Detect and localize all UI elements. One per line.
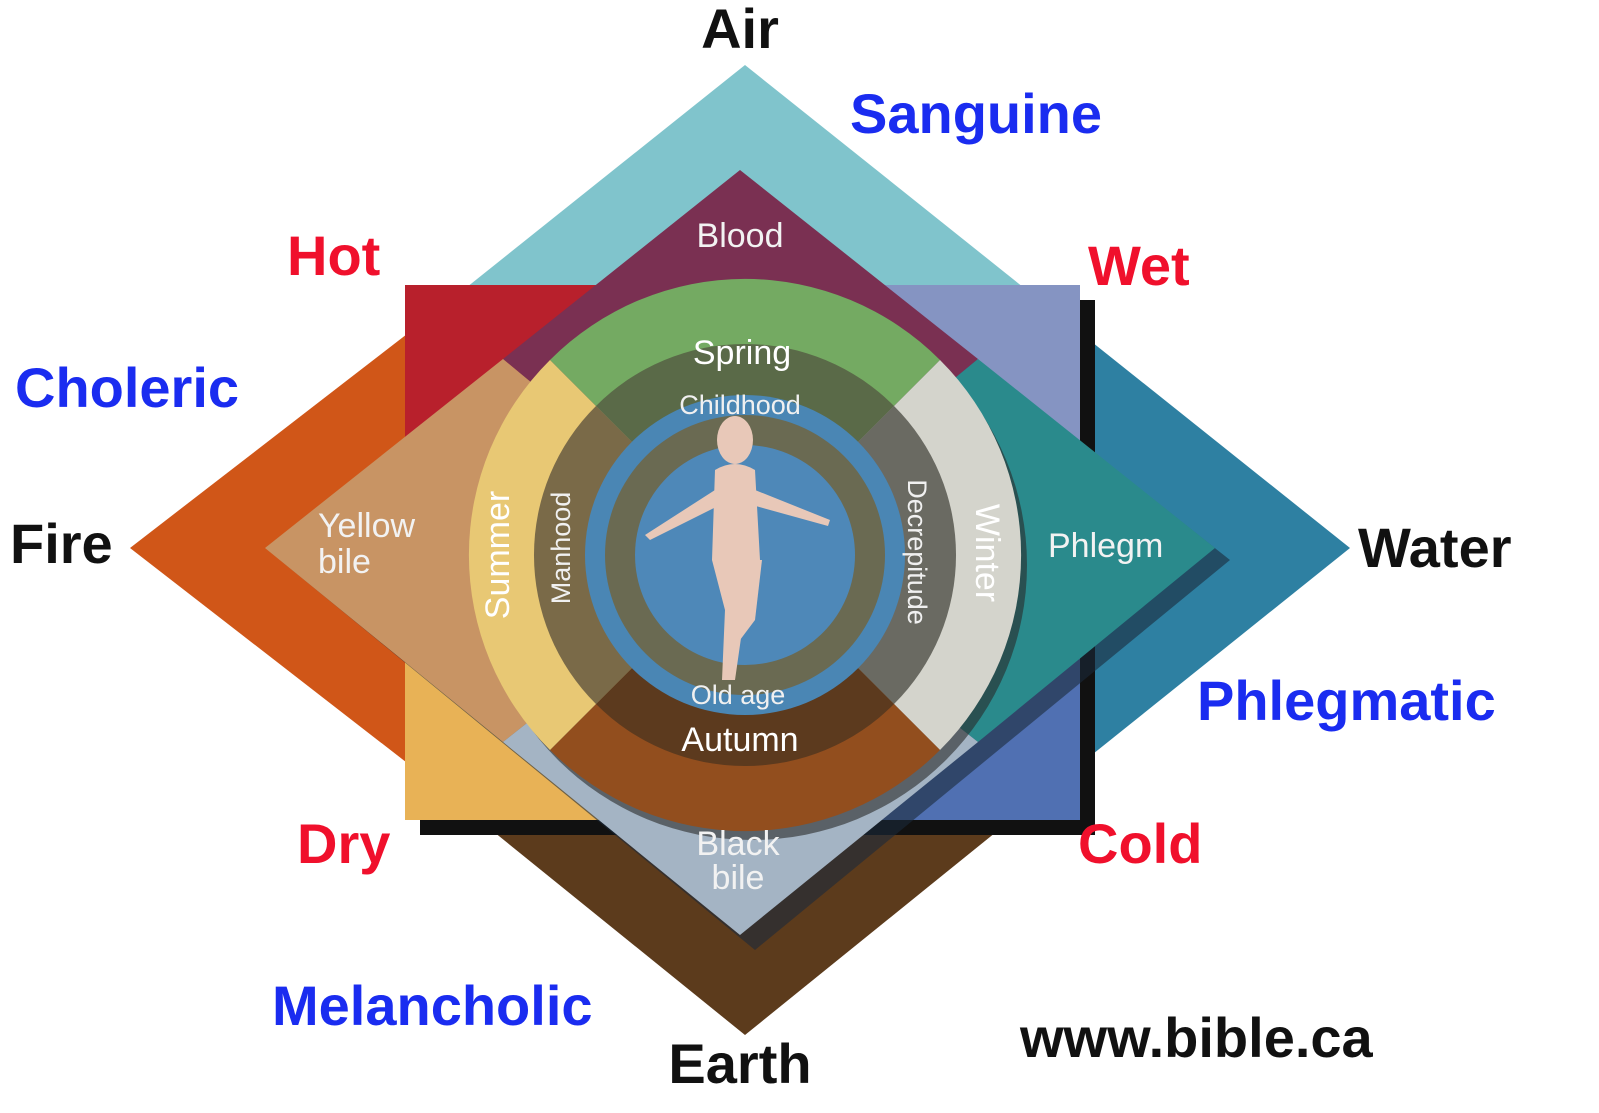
quality-label: Wet — [1088, 234, 1190, 297]
age-label: Childhood — [679, 390, 801, 420]
humor-label: Blood — [697, 217, 784, 255]
humor-label: Yellow — [318, 507, 415, 545]
season-label: Winter — [968, 504, 1006, 602]
element-label: Air — [701, 0, 779, 60]
age-label: Old age — [691, 680, 786, 710]
quality-label: Hot — [287, 224, 380, 287]
element-label: Earth — [668, 1032, 811, 1095]
season-label: Summer — [479, 491, 517, 619]
age-label: Manhood — [546, 492, 576, 605]
humor-label: bile — [712, 859, 765, 897]
age-label: Decrepitude — [902, 479, 932, 625]
footer-url: www.bible.ca — [1019, 1006, 1374, 1069]
season-label: Spring — [693, 334, 791, 372]
temperament-label: Choleric — [15, 356, 239, 419]
humor-label: bile — [318, 543, 371, 581]
temperament-label: Sanguine — [850, 82, 1102, 145]
element-label: Water — [1358, 516, 1512, 579]
humor-label: Phlegm — [1048, 527, 1163, 565]
temperament-label: Phlegmatic — [1197, 669, 1496, 732]
element-label: Fire — [10, 512, 113, 575]
humor-label: Black — [696, 825, 780, 863]
season-label: Autumn — [681, 721, 798, 759]
figure — [645, 416, 830, 680]
temperament-label: Melancholic — [272, 974, 593, 1037]
quality-label: Cold — [1078, 812, 1202, 875]
quality-label: Dry — [297, 812, 390, 875]
